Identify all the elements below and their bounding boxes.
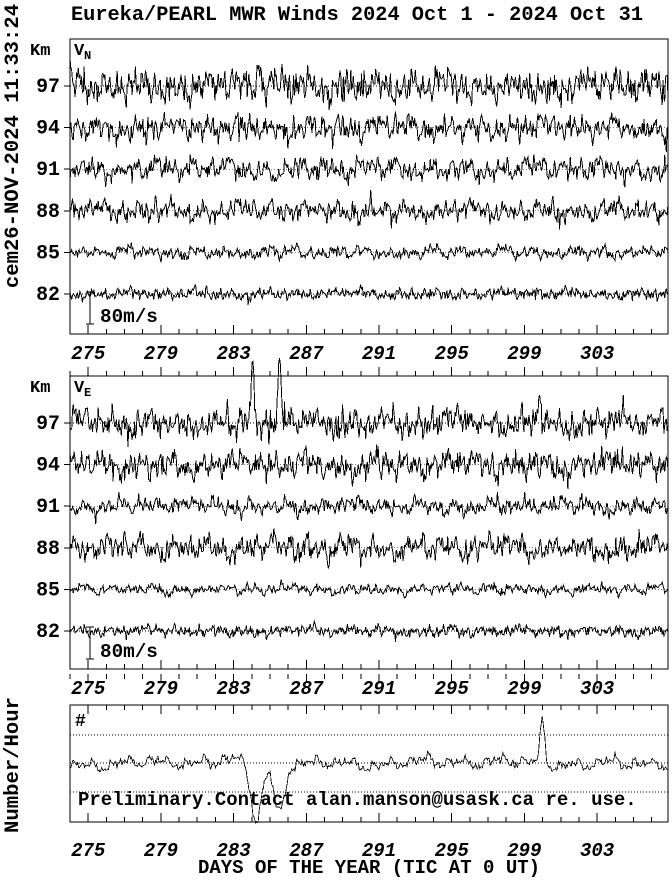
svg-text:85: 85 xyxy=(36,241,60,264)
svg-text:cem26-NOV-2024 11:33:24: cem26-NOV-2024 11:33:24 xyxy=(2,4,25,288)
svg-text:91: 91 xyxy=(36,495,60,518)
svg-text:N: N xyxy=(84,49,91,63)
svg-text:82: 82 xyxy=(36,620,60,643)
svg-text:283: 283 xyxy=(216,678,251,700)
svg-text:275: 275 xyxy=(71,678,106,700)
svg-text:#: # xyxy=(75,712,86,732)
svg-text:E: E xyxy=(84,386,91,400)
svg-text:DAYS OF THE YEAR (TIC AT 0 UT): DAYS OF THE YEAR (TIC AT 0 UT) xyxy=(198,857,540,877)
svg-text:299: 299 xyxy=(507,678,541,700)
svg-text:97: 97 xyxy=(36,75,60,98)
svg-text:91: 91 xyxy=(36,158,60,181)
svg-text:Km: Km xyxy=(30,379,50,398)
svg-text:291: 291 xyxy=(362,678,396,700)
svg-text:279: 279 xyxy=(144,840,178,862)
svg-text:85: 85 xyxy=(36,578,60,601)
svg-text:Eureka/PEARL MWR Winds 2024 Oc: Eureka/PEARL MWR Winds 2024 Oct 1 - 2024… xyxy=(71,4,643,27)
svg-text:88: 88 xyxy=(36,200,60,223)
svg-text:295: 295 xyxy=(435,343,470,365)
svg-text:303: 303 xyxy=(580,343,615,365)
svg-text:303: 303 xyxy=(580,840,615,862)
svg-text:287: 287 xyxy=(289,343,324,365)
svg-text:Number/Hour: Number/Hour xyxy=(2,697,25,833)
svg-text:94: 94 xyxy=(36,454,60,477)
svg-text:279: 279 xyxy=(144,678,178,700)
svg-text:275: 275 xyxy=(71,343,106,365)
svg-text:275: 275 xyxy=(71,840,106,862)
svg-text:279: 279 xyxy=(144,343,178,365)
svg-text:80m/s: 80m/s xyxy=(100,641,158,663)
svg-text:88: 88 xyxy=(36,537,60,560)
svg-text:299: 299 xyxy=(507,343,541,365)
svg-text:283: 283 xyxy=(216,343,251,365)
svg-text:97: 97 xyxy=(36,412,60,435)
svg-text:94: 94 xyxy=(36,117,60,140)
svg-text:295: 295 xyxy=(435,678,470,700)
svg-text:291: 291 xyxy=(362,343,396,365)
svg-text:287: 287 xyxy=(289,678,324,700)
svg-text:80m/s: 80m/s xyxy=(100,306,158,328)
svg-text:82: 82 xyxy=(36,283,60,306)
svg-text:Km: Km xyxy=(30,42,50,61)
svg-text:Preliminary.Contact alan.manso: Preliminary.Contact alan.manson@usask.ca… xyxy=(78,789,637,811)
svg-text:303: 303 xyxy=(580,678,615,700)
